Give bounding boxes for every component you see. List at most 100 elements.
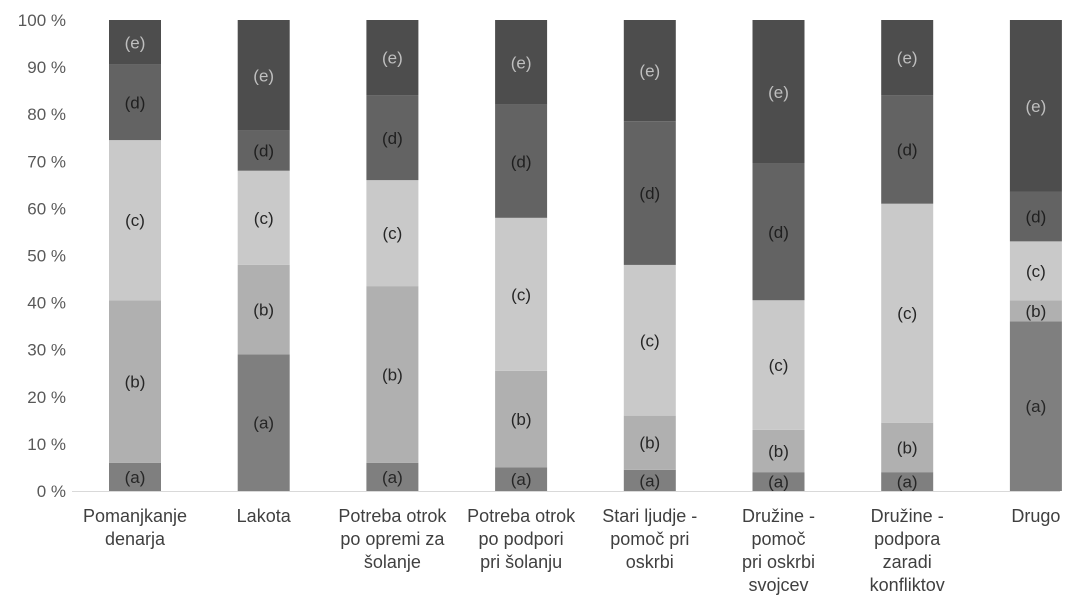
y-tick-label: 50 % <box>27 247 66 266</box>
bar-segment <box>237 130 290 171</box>
segment-data-label: (c) <box>769 356 789 375</box>
y-axis: 0 % 10 % 20 % 30 % 40 % 50 % 60 % 70 % 80 % 90 % 1… <box>18 11 66 501</box>
segment-data-label: (b) <box>125 372 146 391</box>
x-category-label-line: Potreba otrok <box>338 506 447 526</box>
segment-data-label: (b) <box>382 365 403 384</box>
x-category-label-line: podpora <box>874 529 941 549</box>
bar-segment <box>623 20 676 122</box>
segment-data-label: (c) <box>511 285 531 304</box>
bars: (a) (b) (c) (d) (e) (a) (b) (c) (d) (e) (a) (b) (c) (… <box>109 20 1062 492</box>
x-category-label-line: svojcev <box>748 575 808 595</box>
x-category-label-line: pomoč <box>751 529 805 549</box>
segment-data-label: (c) <box>125 211 145 230</box>
segment-data-label: (d) <box>253 142 274 161</box>
x-category-label-line: Potreba otrok <box>467 506 576 526</box>
y-tick-label: 0 % <box>37 482 66 501</box>
y-tick-label: 60 % <box>27 199 66 218</box>
bar-segment <box>752 163 805 301</box>
segment-data-label: (a) <box>125 468 146 487</box>
x-category-label: Drugo <box>1011 506 1060 526</box>
y-tick-label: 20 % <box>27 388 66 407</box>
bar-segment <box>237 354 290 491</box>
segment-data-label: (a) <box>253 414 274 433</box>
bar-segment <box>881 20 934 96</box>
x-category-label-line: denarja <box>105 529 166 549</box>
bar-segment <box>1009 300 1062 322</box>
x-category-label-line: pri oskrbi <box>742 552 815 572</box>
bar-segment <box>1009 241 1062 301</box>
x-category-label: Lakota <box>237 506 292 526</box>
bar-segment <box>752 429 805 473</box>
segment-data-label: (b) <box>897 438 918 457</box>
bar-segment <box>495 370 548 468</box>
x-category-label-line: po podpori <box>479 529 564 549</box>
bar-segment <box>237 170 290 265</box>
segment-data-label: (c) <box>1026 262 1046 281</box>
segment-data-label: (b) <box>511 410 532 429</box>
segment-data-label: (e) <box>768 83 789 102</box>
x-axis: Pomanjkanje denarja Lakota Potreba otrok po … <box>72 491 1060 595</box>
segment-data-label: (b) <box>768 442 789 461</box>
segment-data-label: (e) <box>125 33 146 52</box>
segment-data-label: (d) <box>511 152 532 171</box>
x-category-label-line: pomoč pri <box>610 529 689 549</box>
x-category-label-line: Družine - <box>871 506 944 526</box>
bar-stack: (a) (b) (c) (d) (e) <box>1009 20 1062 491</box>
y-tick-label: 10 % <box>27 435 66 454</box>
bar-segment <box>752 472 805 491</box>
bar-segment <box>623 415 676 470</box>
bar-segment <box>881 422 934 473</box>
bar-segment <box>366 180 419 287</box>
bar-segment <box>109 140 161 301</box>
segment-data-label: (a) <box>382 468 403 487</box>
segment-data-label: (d) <box>382 129 403 148</box>
bar-segment <box>881 95 934 204</box>
x-category-label-line: Lakota <box>237 506 292 526</box>
bar-segment <box>752 20 805 164</box>
segment-data-label: (c) <box>382 224 402 243</box>
y-tick-label: 90 % <box>27 58 66 77</box>
x-category-label: Družine - pomoč pri oskrbi svojcev <box>742 506 815 595</box>
bar-segment <box>495 217 548 371</box>
segment-data-label: (e) <box>382 49 403 68</box>
bar-stack: (a) (b) (c) (d) (e) <box>109 20 161 491</box>
bar-segment <box>109 20 161 65</box>
bar-segment <box>1009 20 1062 192</box>
segment-data-label: (b) <box>1026 302 1047 321</box>
y-tick-label: 80 % <box>27 105 66 124</box>
y-tick-label: 70 % <box>27 152 66 171</box>
bar-stack: (a) (b) (c) (d) (e) <box>881 20 934 492</box>
bar-stack: (a) (b) (c) (d) (e) <box>623 20 676 491</box>
bar-segment <box>623 264 676 416</box>
x-category-label-line: Drugo <box>1011 506 1060 526</box>
bar-segment <box>623 469 676 491</box>
bar-segment <box>881 472 934 491</box>
segment-data-label: (a) <box>1026 397 1047 416</box>
segment-data-label: (e) <box>1026 97 1047 116</box>
segment-data-label: (a) <box>897 473 918 492</box>
bar-segment <box>109 64 161 141</box>
segment-data-label: (d) <box>768 223 789 242</box>
bar-segment <box>881 203 934 423</box>
y-tick-label: 30 % <box>27 341 66 360</box>
bar-segment <box>109 462 161 491</box>
x-category-label-line: Pomanjkanje <box>83 506 187 526</box>
x-category-label-line: po opremi za <box>340 529 445 549</box>
y-tick-label: 40 % <box>27 294 66 313</box>
segment-data-label: (e) <box>511 53 532 72</box>
segment-data-label: (a) <box>511 470 532 489</box>
bar-segment <box>366 286 419 463</box>
bar-segment <box>623 121 676 265</box>
x-category-label: Potreba otrok po opremi za šolanje <box>338 506 447 572</box>
bar-segment <box>366 462 419 491</box>
x-category-label-line: Stari ljudje - <box>602 506 697 526</box>
bar-segment <box>1009 191 1062 242</box>
bar-segment <box>752 300 805 430</box>
x-category-label-line: pri šolanju <box>480 552 562 572</box>
segment-data-label: (e) <box>897 49 918 68</box>
segment-data-label: (d) <box>897 141 918 160</box>
segment-data-label: (d) <box>1026 208 1047 227</box>
x-category-label: Pomanjkanje denarja <box>83 506 187 549</box>
bar-segment <box>366 95 419 181</box>
segment-data-label: (b) <box>639 434 660 453</box>
